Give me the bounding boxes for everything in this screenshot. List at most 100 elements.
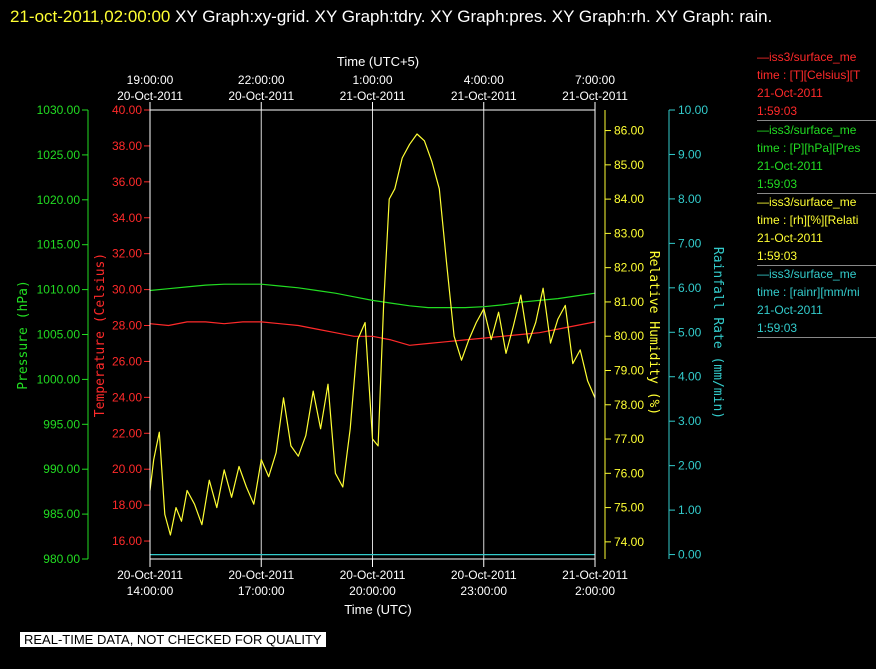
humidity-tick-label: 86.00: [614, 124, 644, 138]
bottom-tick-label-time: 2:00:00: [575, 584, 615, 598]
legend-date: 21-Oct-2011: [757, 159, 823, 173]
rainfall-tick-label: 2.00: [678, 459, 702, 473]
pressure-tick-label: 1010.00: [37, 283, 81, 297]
bottom-tick-label-date: 21-Oct-2011: [562, 568, 628, 582]
rainfall-tick-label: 5.00: [678, 325, 702, 339]
rainfall-axis-label: Rainfall Rate (mm/min): [710, 247, 725, 419]
legend-entry-pressure: —iss3/surface_me time : [P][hPa][Pres 21…: [757, 121, 876, 194]
temperature-tick-label: 22.00: [112, 426, 142, 440]
legend-series-name: —iss3/surface_me: [757, 267, 857, 281]
humidity-tick-label: 85.00: [614, 158, 644, 172]
humidity-tick-label: 80.00: [614, 329, 644, 343]
plot-frame: [149, 109, 596, 560]
grid-lines: [260, 110, 485, 559]
temperature-tick-label: 34.00: [112, 211, 142, 225]
humidity-tick-label: 75.00: [614, 501, 644, 515]
rainfall-tick-label: 10.00: [678, 103, 708, 117]
quality-disclaimer: REAL-TIME DATA, NOT CHECKED FOR QUALITY: [20, 632, 326, 647]
bottom-tick-label-time: 20:00:00: [349, 584, 396, 598]
humidity-tick-label: 74.00: [614, 535, 644, 549]
series-line-humidity: [149, 133, 596, 536]
legend-series-name: —iss3/surface_me: [757, 50, 857, 64]
legend-date: 21-Oct-2011: [757, 86, 823, 100]
rainfall-tick-label: 0.00: [678, 548, 702, 562]
temperature-tick-label: 26.00: [112, 354, 142, 368]
bottom-tick-label-time: 17:00:00: [238, 584, 285, 598]
top-tick-label-time: 4:00:00: [464, 73, 504, 87]
legend-variable: time : [rainr][mm/mi: [757, 285, 860, 299]
legend-variable: time : [P][hPa][Pres: [757, 141, 861, 155]
top-tick-label-time: 19:00:00: [127, 73, 174, 87]
humidity-axis-label: Relative Humidity (%): [646, 251, 661, 415]
humidity-tick-label: 84.00: [614, 192, 644, 206]
pressure-tick-label: 1030.00: [37, 103, 81, 117]
rainfall-tick-label: 1.00: [678, 503, 702, 517]
temperature-tick-label: 38.00: [112, 139, 142, 153]
top-tick-label-date: 21-Oct-2011: [340, 89, 406, 103]
pressure-tick-label: 1025.00: [37, 148, 81, 162]
top-tick-label-time: 7:00:00: [575, 73, 615, 87]
legend-time: 1:59:03: [757, 249, 798, 263]
bottom-tick-label-time: 14:00:00: [127, 584, 174, 598]
pressure-tick-label: 1005.00: [37, 328, 81, 342]
bottom-axis-label: Time (UTC): [344, 602, 411, 617]
rainfall-tick-label: 9.00: [678, 147, 702, 161]
legend-variable: time : [rh][%][Relati: [757, 213, 859, 227]
humidity-tick-label: 81.00: [614, 295, 644, 309]
legend-time: 1:59:03: [757, 321, 798, 335]
top-tick-label-time: 22:00:00: [238, 73, 285, 87]
legend-series-name: —iss3/surface_me: [757, 195, 857, 209]
top-axis-label: Time (UTC+5): [337, 54, 419, 69]
top-tick-label-date: 20-Oct-2011: [228, 89, 294, 103]
temperature-tick-label: 16.00: [112, 534, 142, 548]
top-tick-label-date: 21-Oct-2011: [562, 89, 628, 103]
pressure-tick-label: 995.00: [43, 417, 80, 431]
pressure-tick-label: 1000.00: [37, 372, 81, 386]
legend-time: 1:59:03: [757, 104, 798, 118]
series-lines: [149, 133, 596, 556]
temperature-tick-label: 18.00: [112, 498, 142, 512]
rainfall-tick-label: 3.00: [678, 414, 702, 428]
pressure-tick-label: 1020.00: [37, 193, 81, 207]
humidity-tick-label: 83.00: [614, 226, 644, 240]
temperature-tick-label: 24.00: [112, 390, 142, 404]
legend-entry-temperature: —iss3/surface_me time : [T][Celsius][T 2…: [757, 48, 876, 121]
legend-series-name: —iss3/surface_me: [757, 123, 857, 137]
bottom-tick-label-date: 20-Oct-2011: [228, 568, 294, 582]
legend-entry-rainfall: —iss3/surface_me time : [rainr][mm/mi 21…: [757, 265, 876, 338]
pressure-tick-label: 1015.00: [37, 238, 81, 252]
graph-title-text: XY Graph:xy-grid. XY Graph:tdry. XY Grap…: [170, 7, 773, 26]
rainfall-tick-label: 4.00: [678, 370, 702, 384]
bottom-tick-label-date: 20-Oct-2011: [340, 568, 406, 582]
humidity-tick-label: 82.00: [614, 261, 644, 275]
humidity-tick-label: 79.00: [614, 363, 644, 377]
graph-timestamp: 21-oct-2011,02:00:00: [10, 7, 171, 26]
rainfall-tick-label: 7.00: [678, 236, 702, 250]
bottom-tick-label-date: 20-Oct-2011: [451, 568, 517, 582]
pressure-axis-label: Pressure (hPa): [16, 280, 31, 390]
pressure-tick-label: 980.00: [43, 552, 80, 566]
rainfall-tick-label: 8.00: [678, 192, 702, 206]
humidity-tick-label: 78.00: [614, 398, 644, 412]
rainfall-tick-label: 6.00: [678, 281, 702, 295]
temperature-tick-label: 20.00: [112, 462, 142, 476]
temperature-tick-label: 28.00: [112, 319, 142, 333]
temperature-axis-label: Temperature (Celsius): [93, 253, 108, 417]
legend-time: 1:59:03: [757, 177, 798, 191]
pressure-tick-label: 985.00: [43, 507, 80, 521]
legend-date: 21-Oct-2011: [757, 303, 823, 317]
axes: 20-Oct-2011 14:00:00 19:00:00 20-Oct-2011 20…: [37, 73, 709, 598]
legend-variable: time : [T][Celsius][T: [757, 68, 861, 82]
series-line-pressure: [149, 283, 596, 309]
bottom-tick-label-time: 23:00:00: [460, 584, 507, 598]
temperature-tick-label: 30.00: [112, 283, 142, 297]
top-tick-label-date: 20-Oct-2011: [117, 89, 183, 103]
top-tick-label-time: 1:00:00: [352, 73, 392, 87]
legend-date: 21-Oct-2011: [757, 231, 823, 245]
humidity-tick-label: 77.00: [614, 432, 644, 446]
pressure-tick-label: 990.00: [43, 462, 80, 476]
graph-title: 21-oct-2011,02:00:00 XY Graph:xy-grid. X…: [10, 2, 860, 31]
series-line-temperature: [149, 321, 596, 346]
temperature-tick-label: 36.00: [112, 175, 142, 189]
